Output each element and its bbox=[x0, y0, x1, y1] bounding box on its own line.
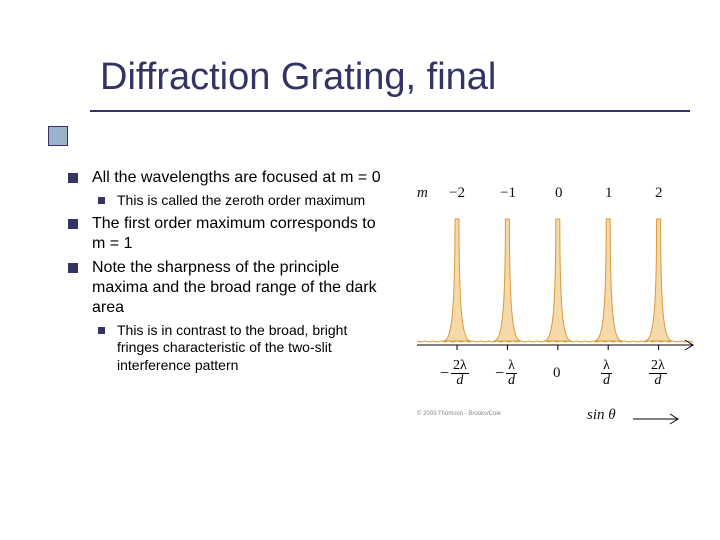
bullet-text: This is in contrast to the broad, bright… bbox=[117, 322, 388, 375]
m-value: −1 bbox=[500, 185, 516, 202]
bullet-marker bbox=[98, 327, 105, 334]
bullet-marker bbox=[68, 219, 78, 229]
title-underline bbox=[90, 110, 690, 112]
arrow-icon bbox=[633, 413, 683, 425]
bullet-item: Note the sharpness of the principle maxi… bbox=[68, 258, 388, 318]
bullet-marker bbox=[68, 173, 78, 183]
slide-title: Diffraction Grating, final bbox=[100, 56, 496, 99]
m-symbol: m bbox=[417, 185, 428, 202]
x-tick-label: −λd bbox=[495, 359, 517, 388]
bullet-marker bbox=[98, 197, 105, 204]
bullet-list: All the wavelengths are focused at m = 0… bbox=[68, 168, 388, 378]
bullet-text: The first order maximum corresponds to m… bbox=[92, 214, 388, 254]
bullet-marker bbox=[68, 263, 78, 273]
m-value: 0 bbox=[555, 185, 563, 202]
m-value: −2 bbox=[449, 185, 465, 202]
x-tick-label: −2λd bbox=[440, 359, 469, 388]
copyright-text: © 2003 Thomson - Brooks/Cole bbox=[417, 411, 501, 417]
bullet-item: This is called the zeroth order maximum bbox=[68, 192, 388, 210]
bullet-item: This is in contrast to the broad, bright… bbox=[68, 322, 388, 375]
bullet-item: The first order maximum corresponds to m… bbox=[68, 214, 388, 254]
bullet-text: Note the sharpness of the principle maxi… bbox=[92, 258, 388, 318]
intensity-peaks bbox=[415, 207, 695, 357]
title-accent-square bbox=[48, 126, 68, 146]
m-value: 1 bbox=[605, 185, 613, 202]
x-tick-label: 0 bbox=[553, 365, 561, 382]
x-tick-label: 2λd bbox=[649, 359, 667, 388]
bullet-text: This is called the zeroth order maximum bbox=[117, 192, 365, 210]
m-value: 2 bbox=[655, 185, 663, 202]
diffraction-intensity-plot: m −2 −1 0 1 2 −2λd −λd 0 λd 2λd sin θ © … bbox=[415, 185, 695, 435]
bullet-text: All the wavelengths are focused at m = 0 bbox=[92, 168, 381, 188]
sin-theta-label: sin θ bbox=[587, 407, 616, 424]
bullet-item: All the wavelengths are focused at m = 0 bbox=[68, 168, 388, 188]
x-tick-label: λd bbox=[601, 359, 612, 388]
